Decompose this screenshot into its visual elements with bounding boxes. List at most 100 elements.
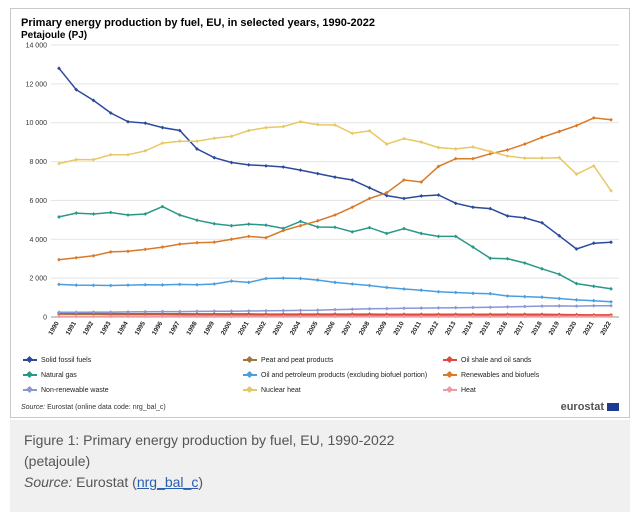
legend-swatch	[443, 370, 457, 379]
x-tick-label: 2019	[548, 320, 561, 336]
data-point	[522, 261, 527, 265]
data-point	[471, 291, 475, 296]
data-point	[298, 223, 303, 228]
caption-source-link[interactable]: nrg_bal_c	[136, 474, 199, 490]
data-point	[350, 178, 355, 182]
data-point	[505, 294, 510, 298]
data-point	[74, 283, 79, 288]
data-point	[419, 231, 424, 236]
data-point	[281, 226, 286, 231]
data-point	[160, 283, 165, 287]
y-tick-label: 0	[43, 315, 47, 322]
data-point	[609, 303, 613, 308]
data-point	[281, 165, 286, 169]
data-point	[574, 304, 579, 309]
data-point	[177, 314, 182, 319]
data-point	[471, 156, 475, 161]
data-point	[350, 307, 355, 312]
x-tick-label: 2000	[220, 320, 233, 336]
legend-item: Natural gas	[23, 370, 77, 379]
data-point	[160, 141, 165, 146]
data-point	[488, 314, 493, 319]
data-point	[315, 278, 320, 282]
data-point	[246, 280, 251, 285]
x-tick-label: 1994	[116, 320, 129, 336]
legend-swatch-marker	[445, 370, 454, 379]
data-point	[384, 142, 389, 146]
x-tick-label: 2018	[530, 320, 543, 336]
data-point	[591, 163, 596, 168]
data-point	[281, 308, 286, 313]
data-point	[333, 314, 337, 319]
caption-source-text: Eurostat (	[76, 474, 137, 490]
data-point	[557, 312, 562, 317]
data-point	[436, 289, 441, 294]
data-point	[143, 282, 148, 287]
data-point	[471, 205, 475, 210]
legend-swatch-marker	[25, 370, 34, 379]
data-point	[143, 121, 148, 126]
data-point	[574, 314, 579, 319]
data-point	[488, 291, 493, 296]
data-point	[229, 314, 234, 319]
data-point	[315, 308, 320, 313]
data-point	[212, 221, 217, 226]
x-tick-label: 2014	[461, 320, 474, 336]
legend-item: Nuclear heat	[243, 385, 301, 394]
chart-subtitle: Petajoule (PJ)	[21, 30, 88, 41]
y-tick-label: 12 000	[26, 81, 48, 88]
data-point	[229, 309, 234, 314]
data-point	[574, 298, 579, 302]
data-point	[246, 222, 251, 227]
data-point	[246, 309, 251, 313]
data-point	[505, 256, 510, 261]
data-point	[540, 220, 544, 225]
series-line	[58, 120, 612, 192]
data-point	[195, 314, 199, 319]
data-point	[298, 219, 303, 224]
data-point	[557, 304, 562, 308]
data-point	[91, 212, 96, 216]
legend-item: Solid fossil fuels	[23, 355, 91, 364]
legend-swatch-marker	[25, 385, 34, 394]
data-point	[212, 136, 217, 141]
x-tick-label: 1993	[99, 320, 112, 336]
caption-source-close: )	[198, 474, 204, 490]
chart-panel: Primary energy production by fuel, EU, i…	[10, 8, 630, 418]
data-point	[195, 282, 199, 287]
legend-swatch	[23, 355, 37, 364]
data-point	[350, 282, 355, 286]
data-point	[609, 240, 613, 245]
data-point	[609, 299, 613, 304]
data-point	[522, 304, 527, 309]
data-point	[195, 240, 199, 245]
legend-label: Heat	[461, 386, 476, 394]
x-tick-label: 2008	[358, 320, 371, 336]
data-point	[540, 156, 544, 160]
data-point	[126, 283, 130, 288]
data-point	[591, 284, 596, 289]
data-point	[591, 241, 596, 246]
data-point	[57, 161, 61, 166]
y-tick-label: 10 000	[26, 120, 48, 127]
data-point	[333, 175, 337, 180]
data-point	[350, 230, 355, 234]
data-point	[315, 312, 320, 316]
data-point	[557, 296, 562, 301]
data-point	[557, 233, 562, 238]
data-point	[160, 245, 165, 249]
data-point	[505, 154, 510, 159]
legend-swatch	[443, 385, 457, 394]
data-point	[229, 223, 234, 228]
data-point	[281, 314, 286, 319]
data-point	[471, 314, 475, 319]
data-point	[540, 314, 544, 319]
data-point	[367, 196, 372, 201]
x-tick-label: 1996	[151, 320, 164, 336]
data-point	[488, 305, 493, 310]
data-point	[384, 231, 389, 236]
data-point	[281, 312, 286, 316]
data-point	[540, 304, 544, 309]
data-point	[246, 128, 251, 133]
caption-source: Source: Eurostat (nrg_bal_c)	[24, 472, 616, 493]
